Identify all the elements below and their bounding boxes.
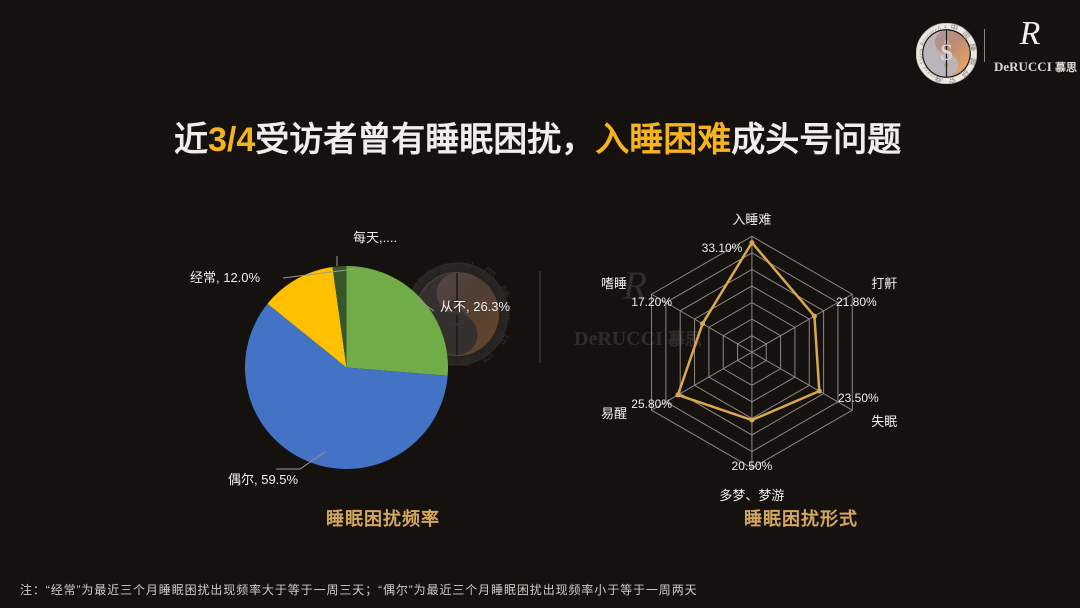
svg-text:17.20%: 17.20% [631,295,672,309]
svg-text:每天,....: 每天,.... [353,230,397,245]
svg-text:偶尔, 59.5%: 偶尔, 59.5% [228,472,299,487]
svg-text:25.80%: 25.80% [631,397,672,411]
svg-text:嗜睡: 嗜睡 [601,276,627,291]
svg-text:23.50%: 23.50% [838,391,879,405]
svg-text:失眠: 失眠 [871,414,897,429]
svg-text:经常, 12.0%: 经常, 12.0% [190,270,261,285]
svg-text:20.50%: 20.50% [732,459,773,473]
svg-text:从不, 26.3%: 从不, 26.3% [440,299,511,314]
svg-text:多梦、梦游: 多梦、梦游 [719,488,784,503]
svg-text:打鼾: 打鼾 [871,276,897,291]
svg-text:33.10%: 33.10% [702,241,743,255]
svg-text:易醒: 易醒 [601,406,627,421]
svg-text:21.80%: 21.80% [836,295,877,309]
svg-text:入睡难: 入睡难 [732,212,771,227]
